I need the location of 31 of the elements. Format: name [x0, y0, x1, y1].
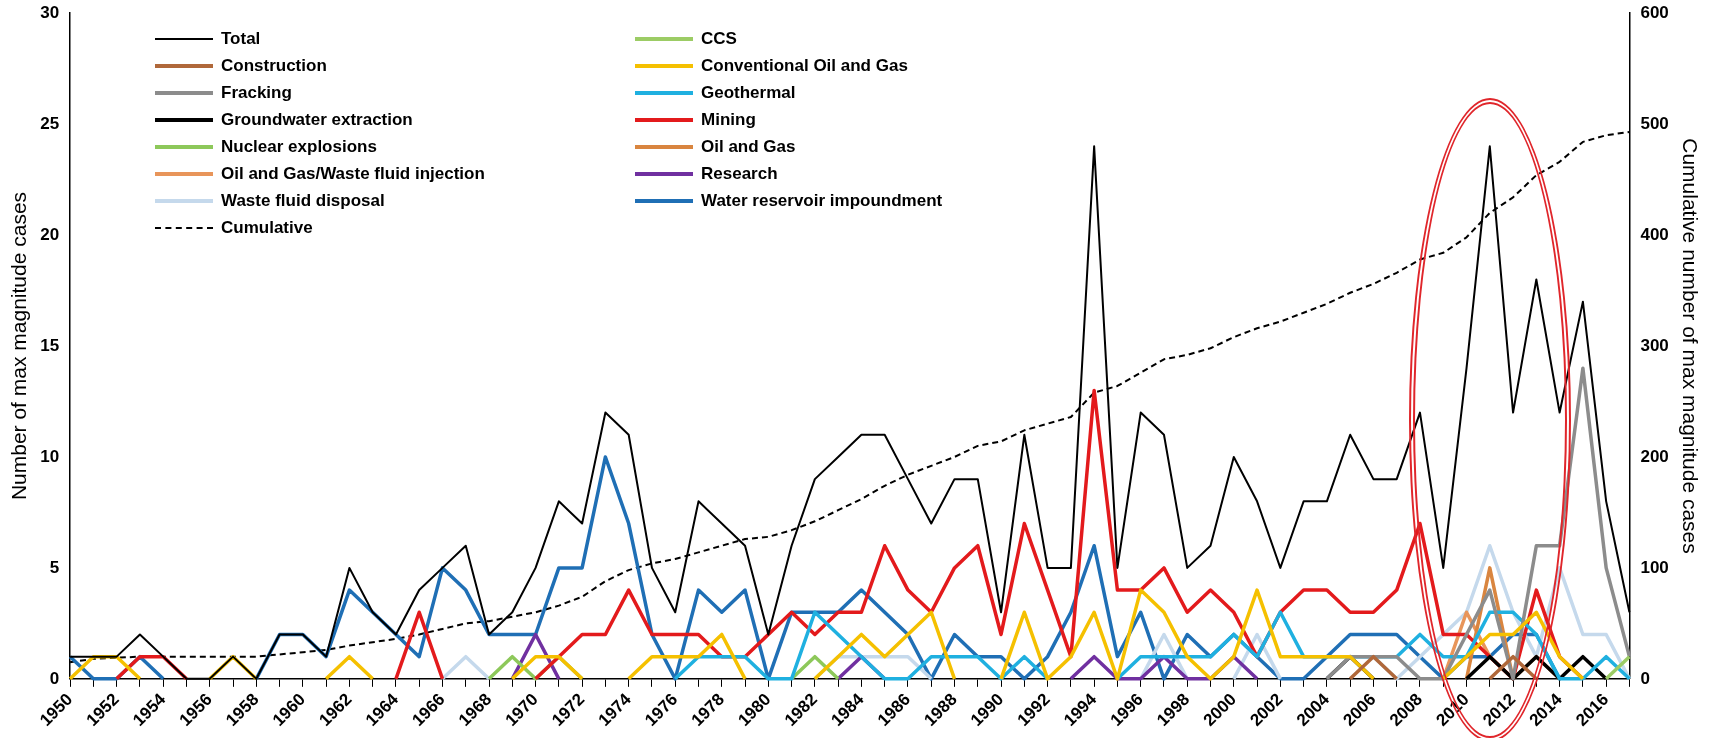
legend-label: Waste fluid disposal — [221, 190, 385, 211]
legend-label: Mining — [701, 109, 756, 130]
legend-label: Conventional Oil and Gas — [701, 55, 908, 76]
legend-label: Water reservoir impoundment — [701, 190, 943, 211]
legend-label: Construction — [221, 55, 327, 76]
y-tick-label: 20 — [40, 224, 60, 244]
legend-label: Research — [701, 163, 778, 184]
legend-label: Nuclear explosions — [221, 136, 377, 157]
y-tick-label: 5 — [49, 557, 60, 577]
legend-label: Oil and Gas — [701, 136, 796, 157]
y2-tick-label: 500 — [1640, 113, 1669, 133]
y-axis-title: Number of max magnitude cases — [7, 191, 31, 501]
y-tick-label: 30 — [40, 2, 60, 22]
y2-tick-label: 400 — [1640, 224, 1669, 244]
y2-tick-label: 600 — [1640, 2, 1669, 22]
y-tick-label: 10 — [40, 446, 60, 466]
y2-tick-label: 0 — [1640, 668, 1650, 688]
y2-axis-title: Cumulative number of max magnitude cases — [1678, 138, 1702, 554]
y2-tick-label: 100 — [1640, 557, 1669, 577]
legend-label: CCS — [701, 28, 737, 49]
legend-label: Geothermal — [701, 82, 796, 103]
legend-label: Cumulative — [221, 217, 313, 238]
y-tick-label: 0 — [49, 668, 60, 688]
legend-label: Groundwater extraction — [221, 109, 413, 130]
legend-label: Oil and Gas/Waste fluid injection — [221, 163, 485, 184]
y2-tick-label: 200 — [1640, 446, 1669, 466]
y-tick-label: 25 — [40, 113, 60, 133]
y2-tick-label: 300 — [1640, 335, 1669, 355]
legend-label: Fracking — [221, 82, 292, 103]
legend-label: Total — [221, 28, 261, 49]
y-tick-label: 15 — [40, 335, 60, 355]
